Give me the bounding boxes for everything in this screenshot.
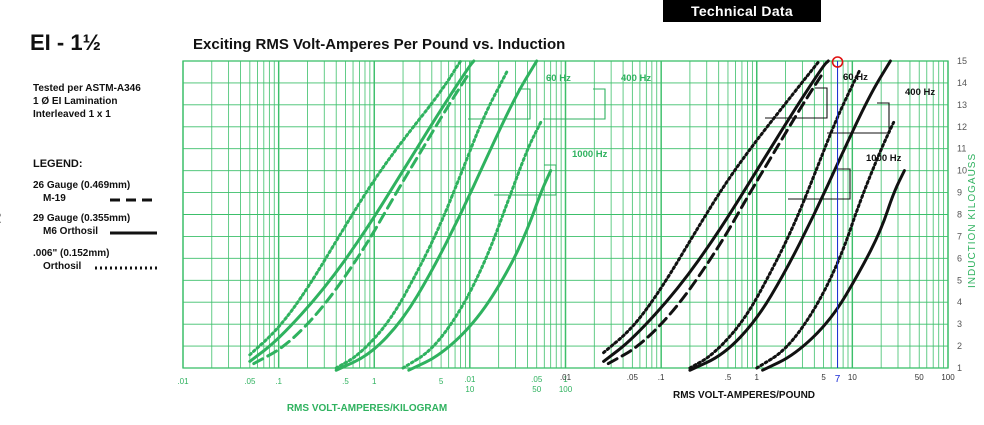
- series-line-pound-solid: [761, 169, 906, 372]
- x-tick-label: 5: [821, 373, 826, 382]
- product-title: EI - 1½: [30, 30, 101, 55]
- x-tick-label: 50: [532, 385, 541, 394]
- x-tick-label: 5: [439, 377, 444, 386]
- legend-item-2-line1: 29 Gauge (0.355mm): [33, 213, 131, 224]
- y-tick-label: 14: [957, 78, 967, 88]
- y-tick-label: 4: [957, 297, 962, 307]
- x-tick-label: .05: [531, 375, 543, 384]
- legend-item-1-line1: 26 Gauge (0.469mm): [33, 180, 131, 191]
- series-line-pound-solid: [602, 59, 830, 363]
- y-tick-label: 13: [957, 100, 967, 110]
- x-tick-label: .01: [464, 375, 476, 384]
- x-tick-label: .01: [177, 377, 189, 386]
- x-tick-label: 10: [465, 385, 474, 394]
- series-line-kilogram-solid: [407, 169, 553, 372]
- y-tick-label: 9: [957, 188, 962, 198]
- legend-item-3-line1: .006" (0.152mm): [33, 248, 110, 259]
- y-tick-label: 6: [957, 253, 962, 263]
- frequency-label: 60 Hz: [843, 72, 868, 83]
- series-line-pound-dot: [602, 59, 821, 355]
- chart-title: Exciting RMS Volt-Amperes Per Pound vs. …: [193, 36, 566, 53]
- x-tick-label: 100: [559, 385, 573, 394]
- x-tick-label: 1: [563, 375, 568, 384]
- x-tick-label: 50: [915, 373, 924, 382]
- x-axis-label-pound: RMS VOLT-AMPERES/POUND: [673, 390, 815, 401]
- y-tick-label: 3: [957, 319, 962, 329]
- x-axis-label-kilogram: RMS VOLT-AMPERES/KILOGRAM: [287, 403, 447, 414]
- series-line-pound-dot: [688, 68, 862, 370]
- y-tick-label: 5: [957, 275, 962, 285]
- frequency-bracket: [543, 88, 606, 120]
- test-standard: Tested per ASTM-A346: [33, 83, 141, 94]
- x-tick-label: .05: [627, 373, 639, 382]
- series-line-pound-dash: [606, 70, 826, 366]
- legend-title: LEGEND:: [33, 158, 83, 170]
- series-line-kilogram-dot: [248, 59, 463, 357]
- frequency-label: 400 Hz: [905, 87, 935, 98]
- series-line-pound-solid: [688, 59, 892, 372]
- frequency-bracket: [827, 102, 890, 134]
- x-tick-label: .1: [275, 377, 282, 386]
- x-tick-label: .1: [658, 373, 665, 382]
- x-tick-label: .5: [342, 377, 349, 386]
- y-tick-label: 10: [957, 166, 967, 176]
- x-tick-label: .01: [560, 373, 572, 382]
- y-axis-label: INDUCTION KILOGAUSS: [967, 153, 978, 288]
- frequency-label: 1000 Hz: [572, 149, 608, 160]
- x-tick-label: 10: [848, 373, 857, 382]
- x-tick-label: .05: [244, 377, 256, 386]
- marker-label: 7: [835, 374, 841, 385]
- frequency-bracket: [788, 168, 851, 200]
- frequency-bracket: [765, 87, 828, 119]
- marker-circle: [831, 56, 844, 68]
- series-line-kilogram-solid: [248, 59, 476, 363]
- y-tick-label: 12: [957, 122, 967, 132]
- y-tick-label: 15: [957, 56, 967, 66]
- series-line-pound-dot: [755, 120, 896, 370]
- y-tick-label: 1: [957, 363, 962, 373]
- frequency-bracket: [494, 164, 557, 196]
- interleave-spec: Interleaved 1 x 1: [33, 109, 111, 120]
- series-line-kilogram-dot: [401, 120, 543, 370]
- x-tick-label: 100: [941, 373, 955, 382]
- series-line-kilogram-solid: [334, 59, 539, 372]
- legend-item-1-line2: M-19: [43, 193, 66, 204]
- plot-border: [182, 60, 949, 369]
- frequency-bracket: [468, 88, 531, 120]
- y-tick-label: 8: [957, 210, 962, 220]
- technical-data-banner: Technical Data: [663, 0, 821, 22]
- y-tick-label: 7: [957, 231, 962, 241]
- y-tick-label: 2: [957, 341, 962, 351]
- y-tick-label: 11: [957, 144, 966, 154]
- x-tick-label: .5: [725, 373, 732, 382]
- frequency-label: 400 Hz: [621, 73, 651, 84]
- x-tick-label: 1: [372, 377, 377, 386]
- lamination-type: 1 Ø EI Lamination: [33, 96, 118, 107]
- x-tick-label: 1: [755, 373, 760, 382]
- series-line-kilogram-dash: [252, 70, 472, 366]
- series-line-kilogram-dot: [334, 68, 510, 370]
- frequency-label: 1000 Hz: [866, 153, 902, 164]
- frequency-label: 60 Hz: [546, 73, 571, 84]
- legend-item-2-line2: M6 Orthosil: [43, 226, 99, 237]
- legend-item-3-line2: Orthosil: [43, 261, 82, 272]
